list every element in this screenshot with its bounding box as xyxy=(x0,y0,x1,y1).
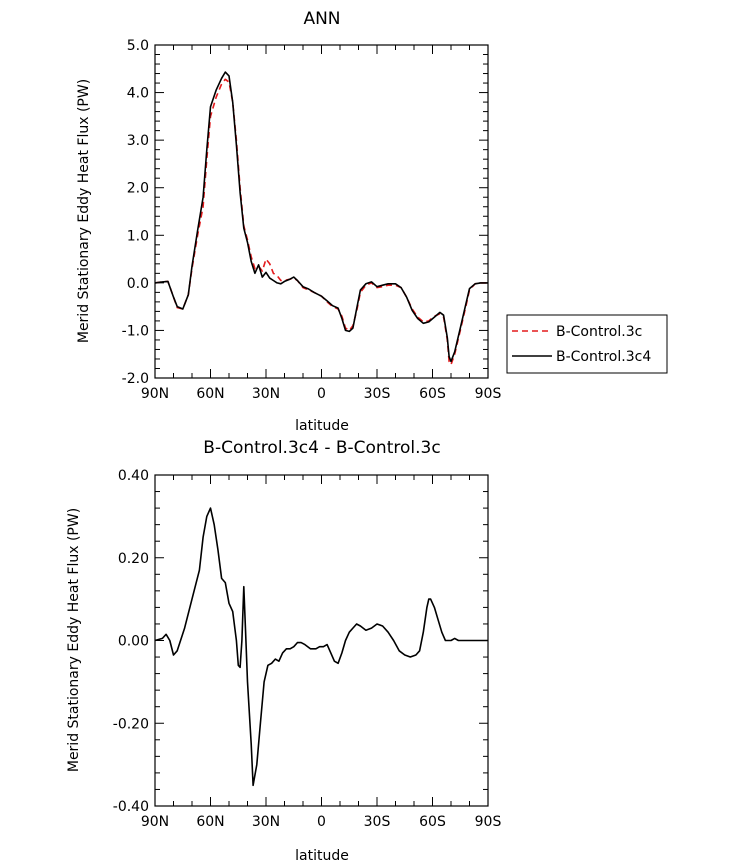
x-tick-label: 90S xyxy=(475,386,502,402)
x-tick-label: 0 xyxy=(317,386,326,402)
x-tick-label: 0 xyxy=(317,814,326,830)
y-tick-label: 0.0 xyxy=(127,276,149,292)
title-difference: B-Control.3c4 - B-Control.3c xyxy=(203,438,440,458)
legend-box xyxy=(506,314,668,374)
x-tick-label: 30S xyxy=(364,814,391,830)
x-tick-label: 30S xyxy=(364,386,391,402)
y-tick-label: -2.0 xyxy=(122,371,149,387)
x-axis-label-difference: latitude xyxy=(295,848,349,864)
y-tick-label: 5.0 xyxy=(127,38,149,54)
x-axis-difference: 90N 60N 30N 0 30S 60S 90S xyxy=(141,475,502,830)
legend-label-b-control-3c: B-Control.3c xyxy=(556,324,642,340)
x-axis-ann: 90N 60N 30N 0 30S 60S 90S xyxy=(141,45,502,402)
x-tick-label: 90N xyxy=(141,386,169,402)
x-tick-label: 90S xyxy=(475,814,502,830)
y-tick-label: -0.20 xyxy=(113,716,149,732)
x-tick-label: 60S xyxy=(419,386,446,402)
y-axis-ann: -2.0 -1.0 0.0 1.0 2.0 3.0 4.0 5.0 xyxy=(122,38,488,387)
panel-ann: ANN -2.0 -1.0 0.0 1.0 2.0 3.0 4.0 5.0 90N 60N 30N… xyxy=(76,9,501,434)
title-ann: ANN xyxy=(303,9,340,29)
x-tick-label: 30N xyxy=(252,814,280,830)
series-line-b-control-3c4 xyxy=(154,71,488,363)
x-tick-label: 60S xyxy=(419,814,446,830)
y-tick-label: 3.0 xyxy=(127,133,149,149)
y-axis-label-ann: Merid Stationary Eddy Heat Flux (PW) xyxy=(76,79,92,343)
y-tick-label: 0.20 xyxy=(118,551,149,567)
x-tick-label: 30N xyxy=(252,386,280,402)
series-line-difference-0 xyxy=(154,507,488,787)
x-axis-label-ann: latitude xyxy=(295,418,349,434)
y-tick-label: 0.00 xyxy=(118,634,149,650)
y-tick-label: 2.0 xyxy=(127,181,149,197)
legend: B-Control.3c B-Control.3c4 xyxy=(506,314,668,374)
x-tick-label: 90N xyxy=(141,814,169,830)
series-line-b-control-3c xyxy=(154,78,488,366)
series-group-ann xyxy=(154,71,488,366)
y-tick-label: 4.0 xyxy=(127,86,149,102)
plot-frame-difference xyxy=(154,474,489,807)
plot-frame-ann xyxy=(154,44,489,379)
panel-difference: B-Control.3c4 - B-Control.3c -0.40 -0.20 0… xyxy=(66,438,501,864)
legend-label-b-control-3c4: B-Control.3c4 xyxy=(556,349,651,365)
x-tick-label: 60N xyxy=(196,814,224,830)
y-axis-difference: -0.40 -0.20 0.00 0.20 0.40 xyxy=(113,468,488,815)
y-tick-label: -1.0 xyxy=(122,323,149,339)
y-tick-label: 0.40 xyxy=(118,468,149,484)
series-group-difference xyxy=(154,507,488,787)
y-tick-label: 1.0 xyxy=(127,228,149,244)
y-tick-label: -0.40 xyxy=(113,799,149,815)
y-axis-label-difference: Merid Stationary Eddy Heat Flux (PW) xyxy=(66,508,82,772)
x-tick-label: 60N xyxy=(196,386,224,402)
